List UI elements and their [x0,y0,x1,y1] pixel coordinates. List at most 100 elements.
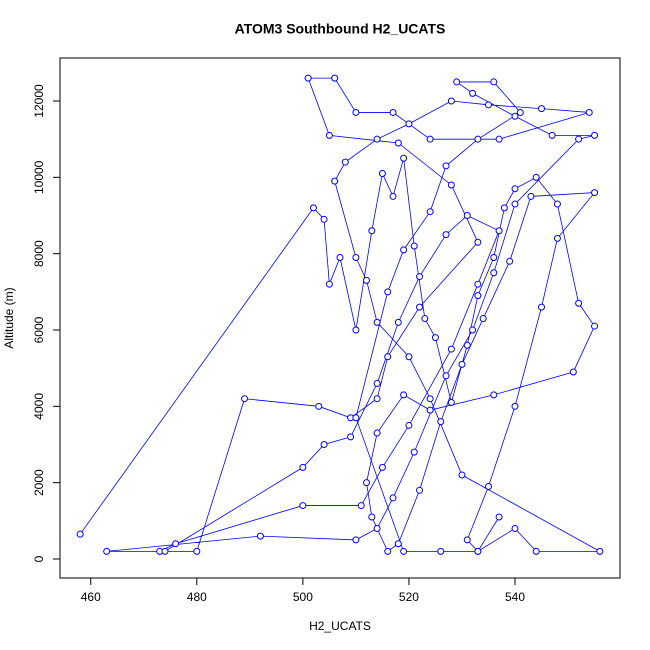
data-point [363,276,371,284]
data-point [363,479,371,487]
data-point [352,326,360,334]
data-point [373,524,381,532]
data-point [463,536,471,544]
data-point [538,303,546,311]
data-point [495,227,503,235]
data-point [516,108,524,116]
data-point [426,406,434,414]
data-point [394,540,402,548]
data-point [596,547,604,555]
x-tick-label: 500 [293,590,313,604]
data-point [453,78,461,86]
data-point [490,78,498,86]
data-point [591,131,599,139]
data-point [474,547,482,555]
data-point [161,547,169,555]
data-point [426,135,434,143]
data-point [416,273,424,281]
data-point [474,238,482,246]
data-point [368,513,376,521]
data-point [336,253,344,261]
x-tick-label: 460 [81,590,101,604]
data-point [357,502,365,510]
y-tick-label: 4000 [32,393,46,420]
data-point [474,280,482,288]
data-point [103,547,111,555]
data-point [320,440,328,448]
data-point [490,391,498,399]
data-point [474,292,482,300]
data-point [484,482,492,490]
data-point [394,139,402,147]
data-point [553,200,561,208]
data-point [511,185,519,193]
x-tick-label: 480 [187,590,207,604]
data-point [325,280,333,288]
data-point [474,135,482,143]
y-tick-label: 12000 [32,84,46,118]
data-point [591,322,599,330]
data-point [442,231,450,239]
data-point [331,74,339,82]
data-point [373,135,381,143]
data-point [553,234,561,242]
data-point [304,74,312,82]
data-point [463,212,471,220]
data-point [447,399,455,407]
data-point [384,353,392,361]
data-point [299,463,307,471]
data-point [575,135,583,143]
data-point [426,395,434,403]
data-point [500,204,508,212]
data-point [447,97,455,105]
y-tick-label: 2000 [32,469,46,496]
data-point [532,547,540,555]
data-point [447,181,455,189]
data-point [469,89,477,97]
data-point [309,204,317,212]
data-point [484,101,492,109]
data-point [405,421,413,429]
data-point [410,448,418,456]
data-point [490,253,498,261]
data-point [506,257,514,265]
data-point [421,315,429,323]
data-point [511,524,519,532]
data-point [373,429,381,437]
data-point [591,189,599,197]
data-point [389,192,397,200]
data-point [384,288,392,296]
data-point [469,326,477,334]
data-point [172,540,180,548]
data-point [458,471,466,479]
data-point [378,170,386,178]
data-point [416,486,424,494]
data-point [548,131,556,139]
y-tick-label: 0 [32,555,46,562]
data-point [373,318,381,326]
data-point [331,177,339,185]
data-point [490,269,498,277]
data-point [538,105,546,113]
data-point [347,433,355,441]
data-point [315,402,323,410]
data-point [193,547,201,555]
data-point [495,513,503,521]
data-point [389,494,397,502]
y-tick-label: 6000 [32,316,46,343]
data-point [416,303,424,311]
data-point [389,108,397,116]
data-point [532,173,540,181]
data-line [79,77,602,552]
data-point [431,334,439,342]
y-tick-label: 10000 [32,160,46,194]
data-point [437,418,445,426]
data-point [256,532,264,540]
data-point [400,154,408,162]
data-point [352,536,360,544]
data-point [410,242,418,250]
data-point [405,120,413,128]
data-point [400,246,408,254]
data-point [585,108,593,116]
